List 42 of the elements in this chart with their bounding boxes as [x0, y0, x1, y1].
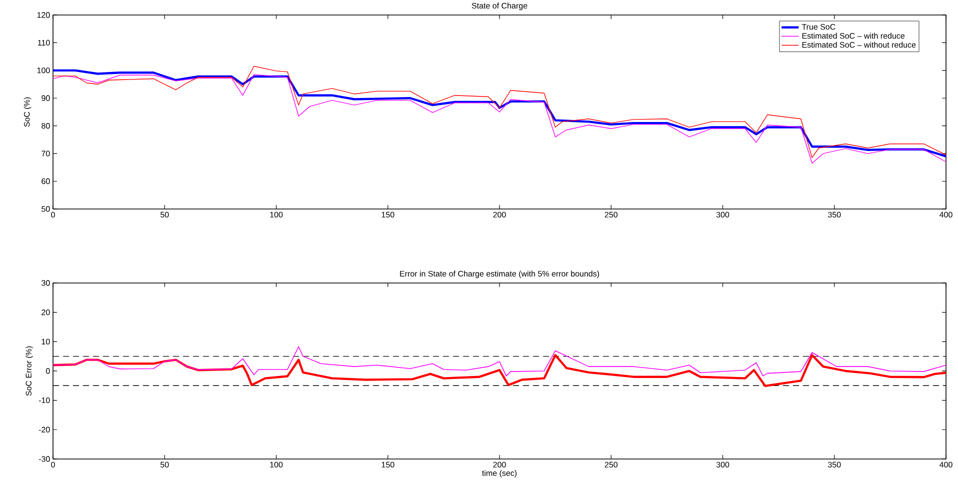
legend-label: Estimated SoC – with reduce — [802, 32, 905, 39]
x-tick-label: 100 — [270, 462, 283, 468]
x-tick-label: 350 — [828, 462, 841, 468]
x-tick-label: 150 — [382, 212, 394, 218]
y-tick-label: 90 — [42, 95, 50, 101]
x-tick-label: 100 — [270, 212, 283, 218]
line-series — [53, 354, 946, 388]
y-tick-label: 70 — [42, 150, 50, 156]
x-tick-label: 400 — [940, 462, 952, 468]
y-axis-title: SoC (%) — [24, 97, 32, 127]
chart-title: State of Charge — [472, 2, 528, 10]
y-tick-label: 30 — [42, 280, 50, 286]
x-tick-label: 200 — [493, 462, 506, 468]
x-axis-title: time (sec) — [482, 470, 517, 478]
legend-label: True SoC — [802, 24, 836, 30]
x-tick-label: 0 — [51, 462, 55, 468]
y-tick-label: 60 — [42, 178, 50, 184]
x-tick-label: 300 — [716, 212, 730, 218]
y-tick-label: 100 — [37, 68, 50, 74]
y-tick-label: 0 — [46, 368, 50, 374]
x-tick-label: 400 — [940, 212, 952, 218]
x-tick-label: 250 — [604, 212, 618, 218]
y-tick-label: 80 — [42, 123, 50, 129]
y-tick-label: 10 — [42, 338, 50, 344]
y-tick-label: 50 — [42, 206, 50, 212]
x-tick-label: 300 — [716, 462, 730, 468]
y-tick-label: 20 — [42, 310, 50, 316]
y-axis-title: SoC Error (%) — [26, 346, 34, 396]
x-tick-label: 350 — [828, 212, 841, 218]
x-tick-label: 150 — [382, 462, 394, 468]
x-tick-label: 50 — [160, 462, 169, 468]
chart-title: Error in State of Charge estimate (with 5% error bounds) — [400, 270, 600, 278]
x-tick-label: 200 — [493, 212, 506, 218]
x-tick-label: 50 — [160, 212, 169, 218]
y-tick-label: -30 — [38, 456, 50, 462]
y-tick-label: -20 — [38, 426, 50, 432]
x-tick-label: 250 — [604, 462, 618, 468]
y-tick-label: 110 — [38, 40, 50, 46]
y-tick-label: -10 — [38, 397, 50, 404]
x-tick-label: 0 — [51, 212, 55, 218]
legend-label: Estimated SoC – without reduce — [802, 42, 916, 48]
y-tick-label: 120 — [37, 12, 50, 18]
